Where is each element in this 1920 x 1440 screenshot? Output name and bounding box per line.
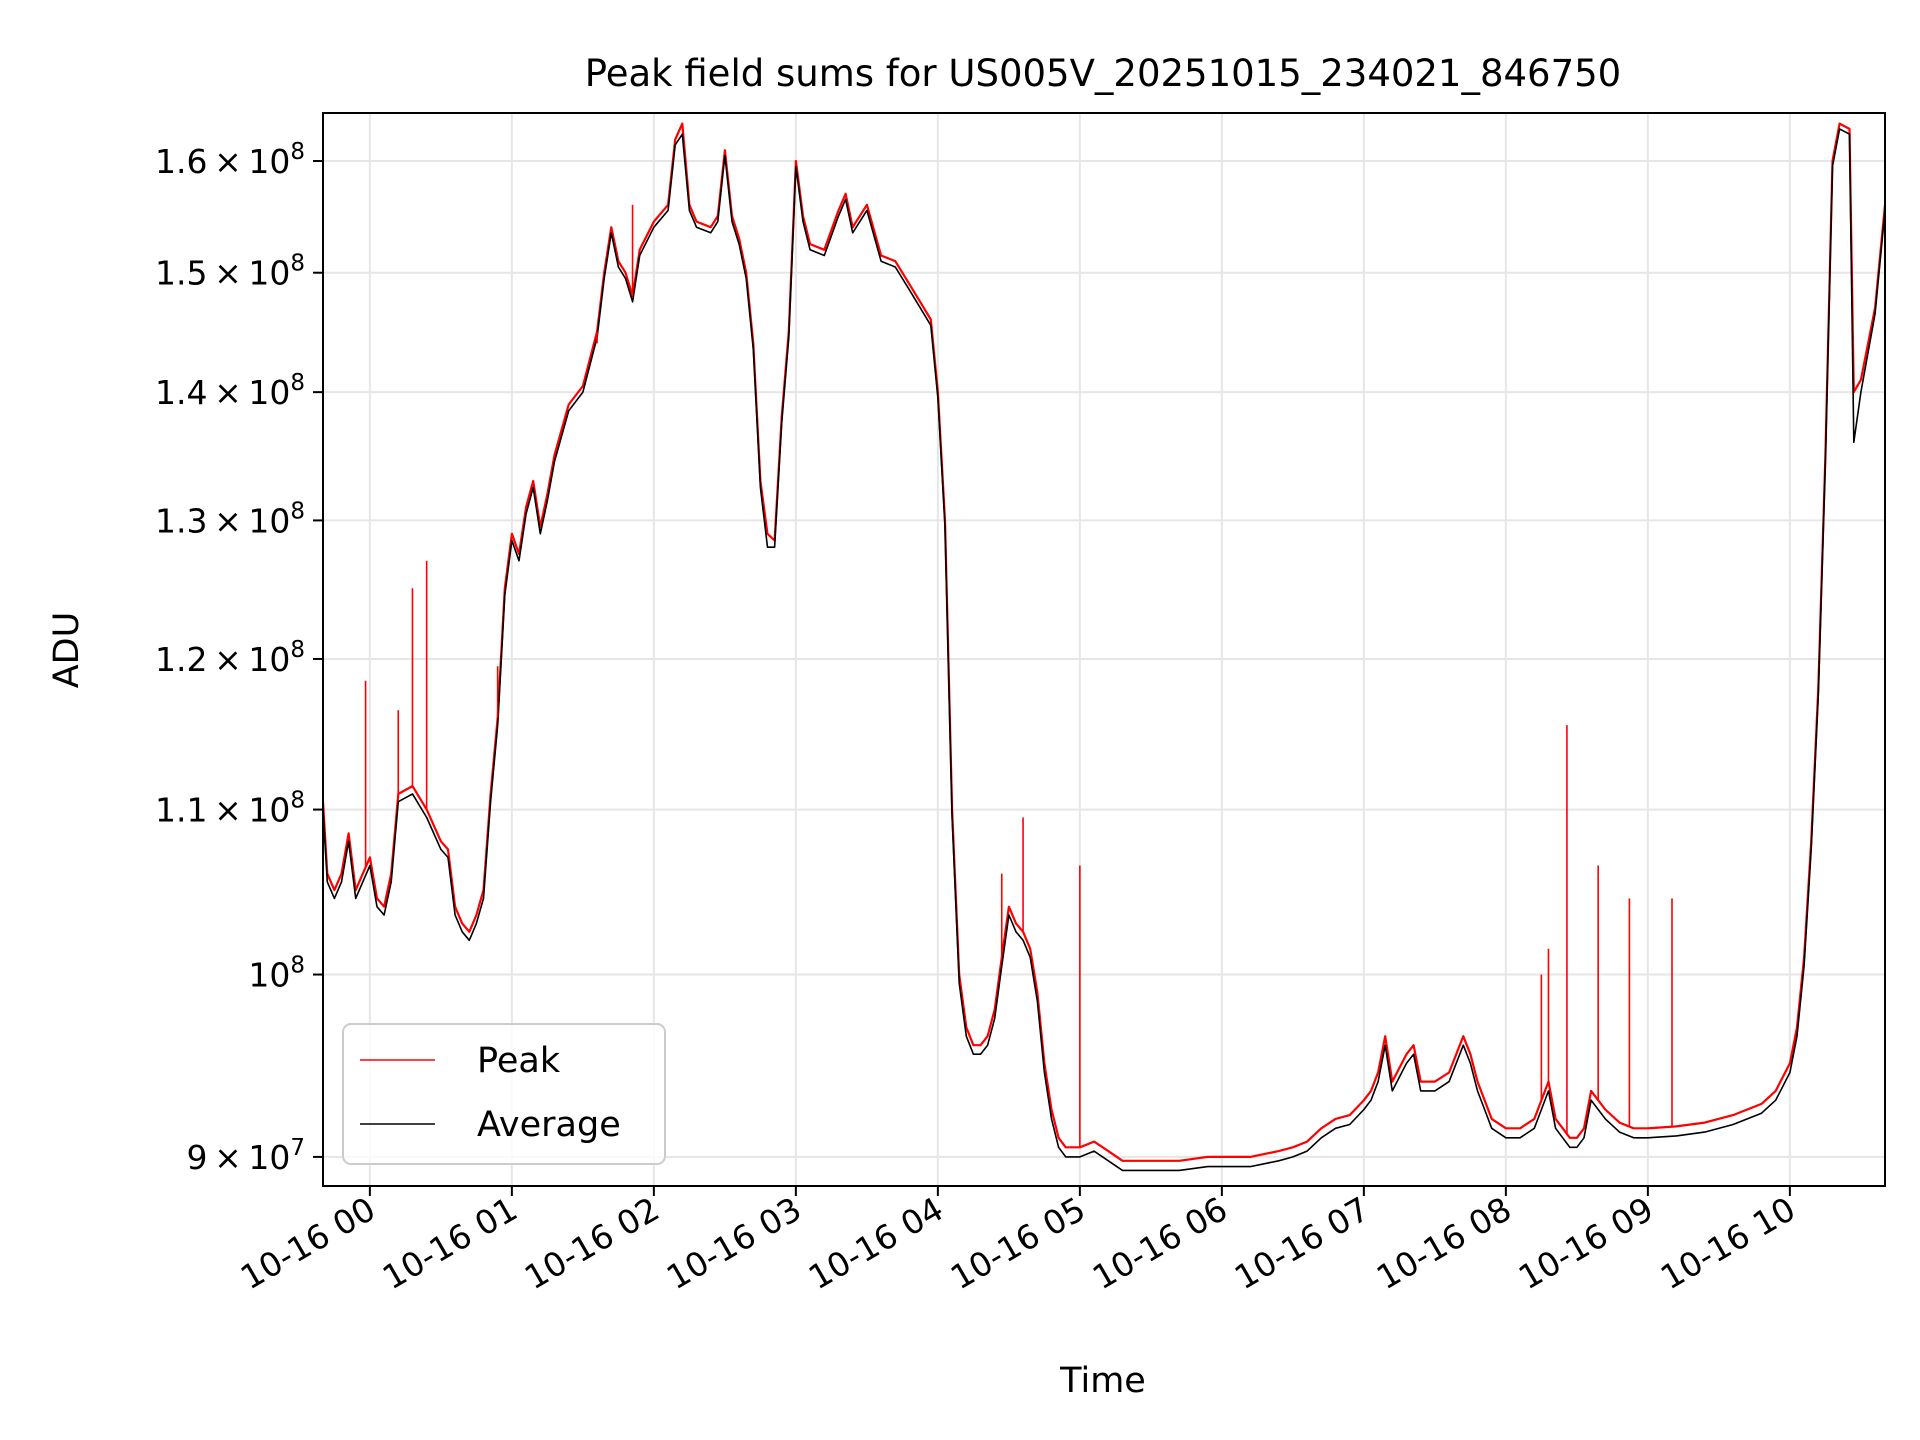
legend-label-average: Average (477, 1105, 621, 1145)
plot-frame (322, 112, 1886, 1187)
y-tick-label: 1.6 × 108 (155, 139, 305, 181)
y-tick-label: 108 (248, 953, 305, 995)
y-tick-label: 1.1 × 108 (155, 788, 305, 830)
y-tick-label: 9 × 107 (187, 1135, 305, 1177)
y-tick-label: 1.3 × 108 (155, 498, 305, 540)
y-tick-label: 1.2 × 108 (155, 637, 305, 679)
legend: Peak Average (342, 1023, 666, 1165)
y-tick-label: 1.5 × 108 (155, 251, 305, 293)
y-axis-label: ADU (47, 612, 87, 689)
legend-box (342, 1023, 666, 1165)
legend-label-peak: Peak (477, 1041, 561, 1081)
grid-lines (323, 113, 1885, 1186)
series-layer (321, 122, 1887, 1172)
chart-title: Peak field sums for US005V_20251015_2340… (585, 52, 1621, 95)
series-line-peak (321, 122, 1887, 1162)
y-axis: 9 × 107 108 1.1 × 108 1.2 × 108 1.3 × 108 1.4… (155, 139, 323, 1177)
x-axis-label: Time (1059, 1361, 1146, 1401)
series-line-average (322, 128, 1886, 1172)
y-tick-label: 1.4 × 108 (155, 370, 305, 412)
